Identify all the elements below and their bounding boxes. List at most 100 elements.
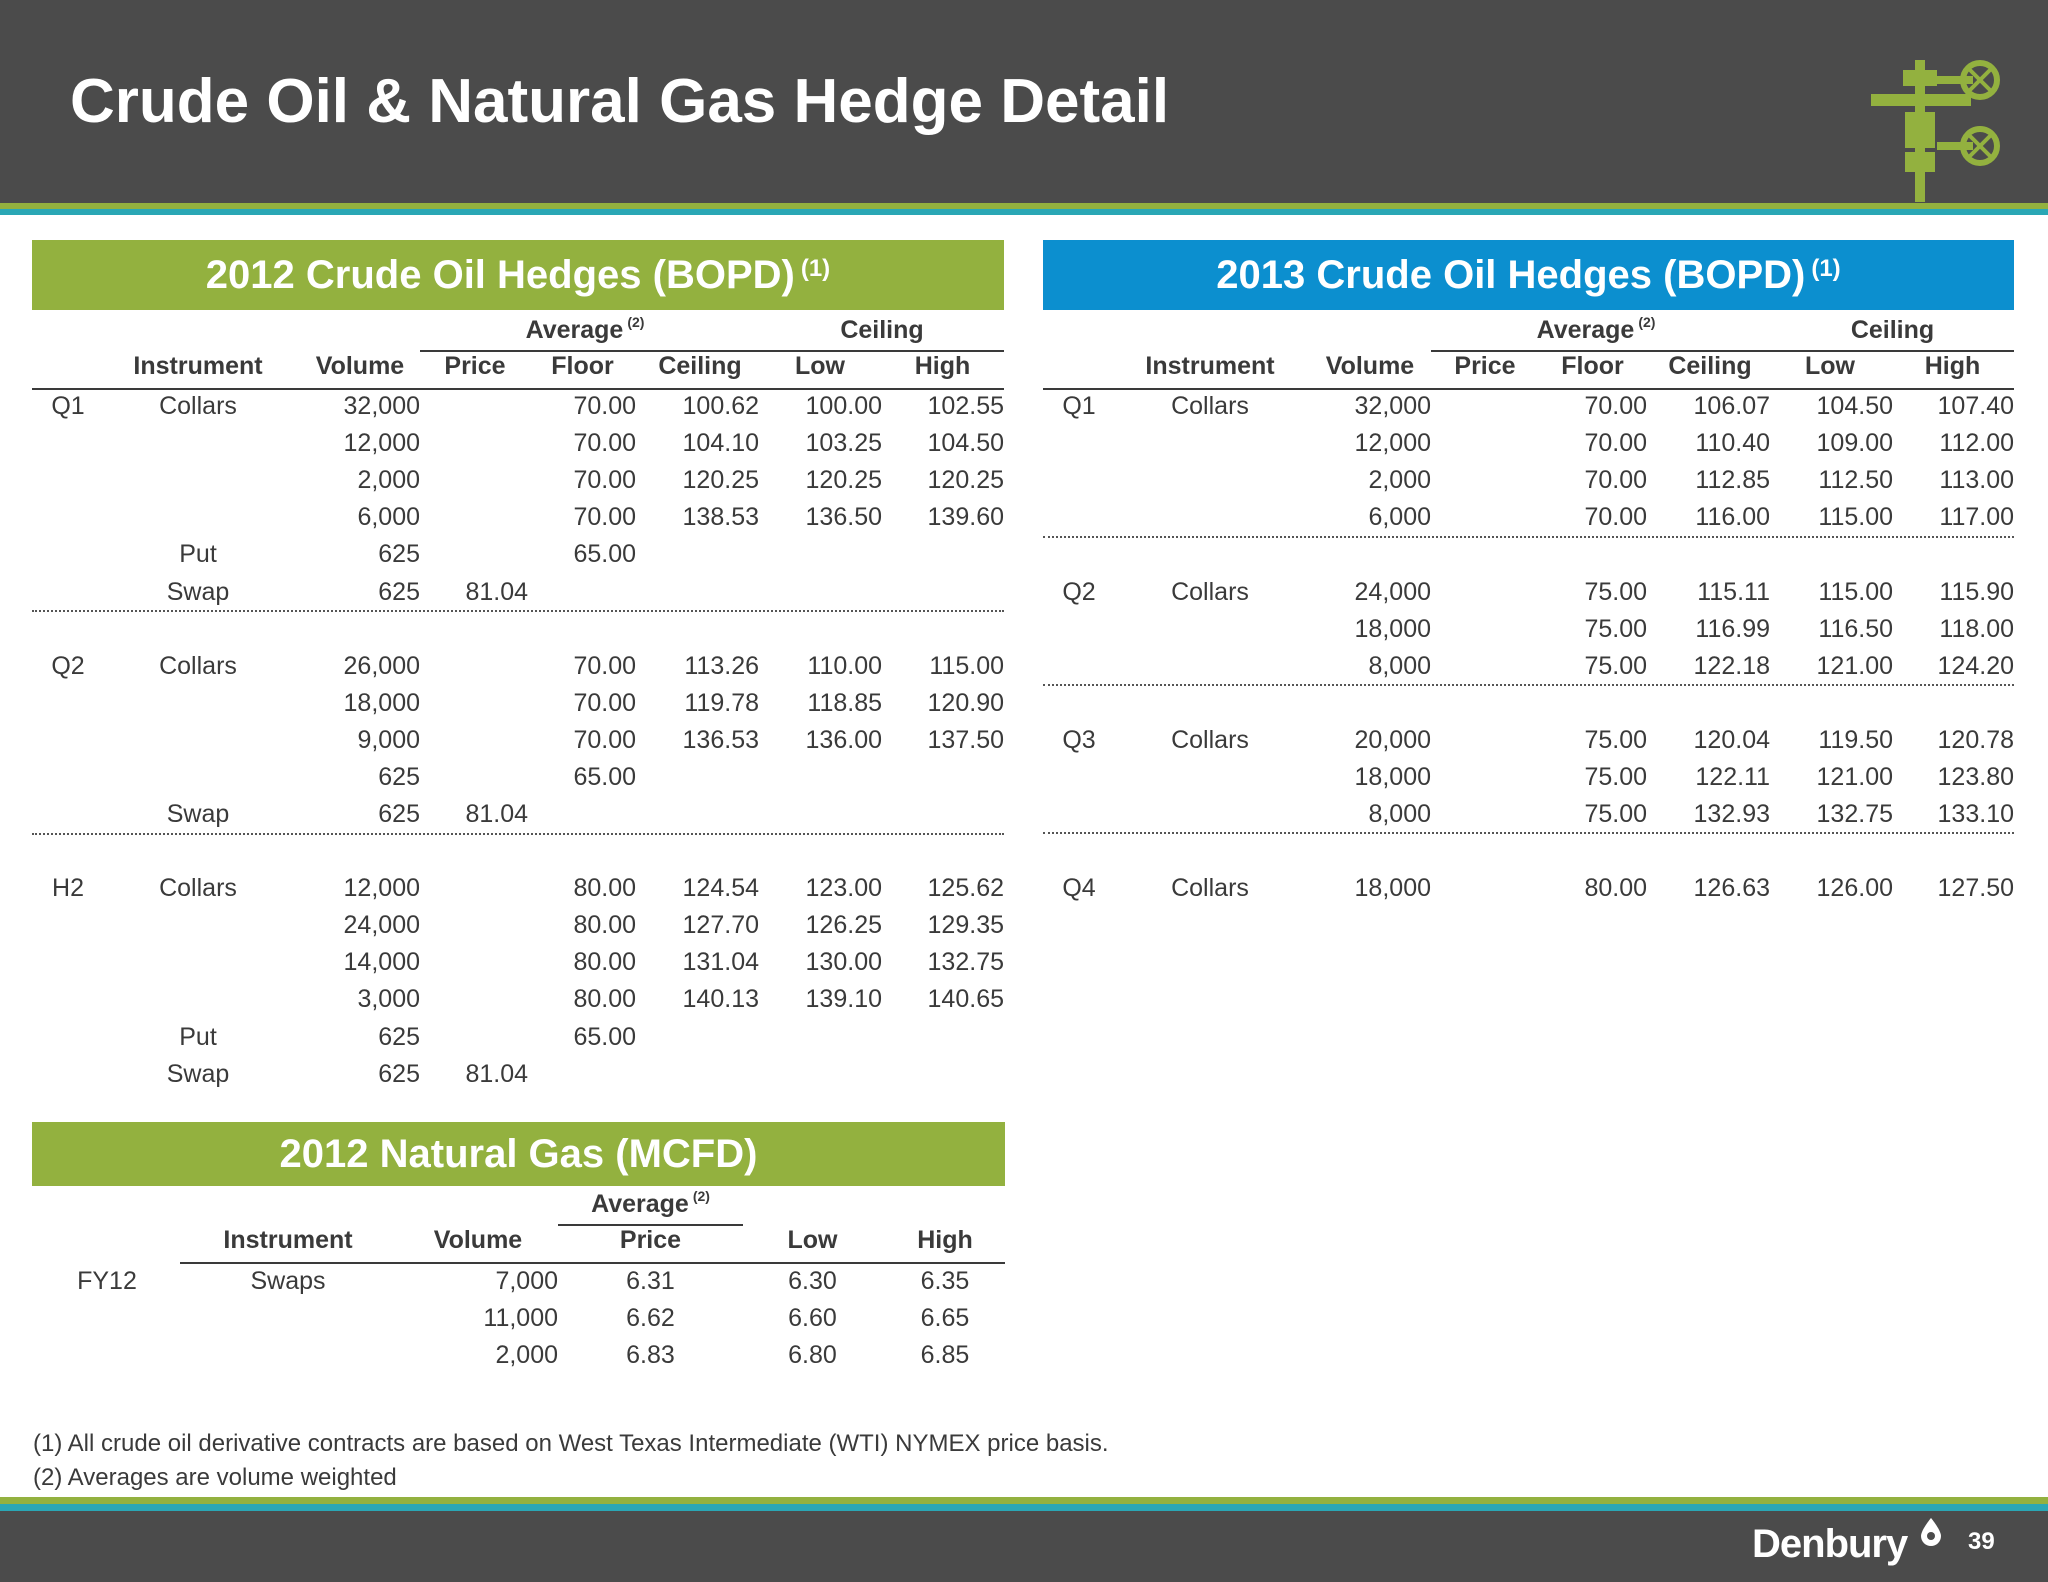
floor-cell: 80.00	[573, 985, 636, 1013]
column-header-price: Price	[1454, 352, 1516, 380]
footer-stripe-teal	[0, 1504, 2048, 1511]
volume-cell: 625	[378, 578, 420, 606]
section-divider	[1043, 684, 2014, 686]
period-cell: Q1	[51, 392, 85, 420]
header-stripe-teal	[0, 209, 2048, 215]
floor-cell: 70.00	[573, 689, 636, 717]
volume-cell: 2,000	[495, 1341, 558, 1369]
banner-2012-crude: 2012 Crude Oil Hedges (BOPD) (1)	[32, 240, 1004, 310]
column-header-volume: Volume	[1325, 352, 1415, 380]
floor-cell: 70.00	[573, 429, 636, 457]
low-cell: 6.80	[788, 1341, 837, 1369]
column-header-high: High	[917, 1226, 973, 1254]
footer-bar	[0, 1511, 2048, 1582]
footnote-1: (1) All crude oil derivative contracts a…	[33, 1430, 1109, 1457]
low-cell: 115.00	[1818, 578, 1893, 606]
ceiling-cell: 124.54	[682, 874, 759, 902]
low-cell: 6.60	[788, 1304, 837, 1332]
instrument-cell: Collars	[159, 652, 237, 680]
price-cell: 81.04	[465, 1060, 528, 1088]
price-cell: 6.62	[626, 1304, 675, 1332]
ceiling-cell: 110.40	[1695, 429, 1770, 457]
volume-cell: 6,000	[1368, 503, 1431, 531]
high-cell: 133.10	[1937, 800, 2014, 828]
volume-cell: 8,000	[1368, 652, 1431, 680]
column-header-instrument: Instrument	[1145, 352, 1275, 380]
instrument-cell: Swap	[166, 800, 230, 828]
floor-cell: 75.00	[1584, 615, 1647, 643]
low-cell: 121.00	[1816, 652, 1893, 680]
floor-cell: 80.00	[573, 911, 636, 939]
ceiling-cell: 138.53	[682, 503, 759, 531]
floor-cell: 75.00	[1584, 726, 1647, 754]
column-header-floor: Floor	[1561, 352, 1624, 380]
high-cell: 6.85	[920, 1341, 970, 1369]
high-cell: 137.50	[927, 726, 1004, 754]
floor-cell: 75.00	[1584, 800, 1647, 828]
column-header-volume: Volume	[433, 1226, 523, 1254]
floor-cell: 70.00	[573, 503, 636, 531]
column-header-low: Low	[1805, 352, 1855, 380]
wellhead-icon	[1871, 60, 2000, 202]
volume-cell: 625	[378, 763, 420, 791]
instrument-cell: Collars	[1171, 874, 1249, 902]
ceiling-cell: 115.11	[1697, 578, 1770, 606]
group-header-ceiling: Ceiling	[1850, 316, 1935, 344]
column-header-low: Low	[787, 1226, 838, 1254]
group-header-rule	[558, 1224, 743, 1226]
volume-cell: 625	[378, 540, 420, 568]
ceiling-cell: 120.04	[1693, 726, 1770, 754]
low-cell: 110.00	[807, 652, 882, 680]
instrument-cell: Put	[179, 540, 217, 568]
footnote-2: (2) Averages are volume weighted	[33, 1464, 397, 1491]
volume-cell: 11,000	[483, 1304, 558, 1332]
high-cell: 112.00	[1939, 429, 2014, 457]
ceiling-cell: 136.53	[682, 726, 759, 754]
price-cell: 81.04	[465, 800, 528, 828]
high-cell: 113.00	[1939, 466, 2014, 494]
high-cell: 120.25	[927, 466, 1004, 494]
volume-cell: 18,000	[1354, 763, 1431, 791]
floor-cell: 75.00	[1584, 578, 1647, 606]
high-cell: 125.62	[927, 874, 1004, 902]
header-stripe-green	[0, 203, 2048, 209]
high-cell: 118.00	[1939, 615, 2014, 643]
column-header-high: High	[1924, 352, 1981, 380]
volume-cell: 625	[378, 800, 420, 828]
column-header-high: High	[914, 352, 971, 380]
footer-stripe-green	[0, 1497, 2048, 1504]
ceiling-cell: 126.63	[1693, 874, 1770, 902]
low-cell: 136.50	[805, 503, 882, 531]
ceiling-cell: 106.07	[1693, 392, 1770, 420]
section-divider	[32, 833, 1004, 835]
page-title: Crude Oil & Natural Gas Hedge Detail	[70, 67, 1170, 136]
column-header-instrument: Instrument	[223, 1226, 353, 1254]
high-cell: 140.65	[927, 985, 1004, 1013]
group-header-average-note: (2)	[627, 314, 645, 330]
banner-2012-gas: 2012 Natural Gas (MCFD)	[32, 1122, 1005, 1186]
banner-2012-crude-note: (1)	[800, 255, 831, 282]
ceiling-cell: 116.99	[1695, 615, 1770, 643]
low-cell: 116.50	[1818, 615, 1893, 643]
floor-cell: 70.00	[573, 726, 636, 754]
ceiling-cell: 120.25	[682, 466, 759, 494]
high-cell: 129.35	[927, 911, 1004, 939]
high-cell: 120.90	[927, 689, 1004, 717]
volume-cell: 2,000	[357, 466, 420, 494]
low-cell: 120.25	[805, 466, 882, 494]
volume-cell: 32,000	[343, 392, 420, 420]
high-cell: 139.60	[927, 503, 1004, 531]
high-cell: 132.75	[927, 948, 1004, 976]
group-header-ceiling: Ceiling	[840, 316, 924, 344]
group-header-average-label: Average	[591, 1190, 689, 1218]
floor-cell: 70.00	[1584, 429, 1647, 457]
volume-cell: 625	[378, 1060, 420, 1088]
group-header-average-note: (2)	[1638, 314, 1656, 330]
high-cell: 117.00	[1939, 503, 2014, 531]
ceiling-cell: 104.10	[682, 429, 759, 457]
column-header-volume: Volume	[315, 352, 405, 380]
high-cell: 123.80	[1937, 763, 2014, 791]
banner-2013-crude: 2013 Crude Oil Hedges (BOPD) (1)	[1043, 240, 2014, 310]
group-header-rule	[1431, 350, 2014, 352]
low-cell: 126.25	[805, 911, 882, 939]
